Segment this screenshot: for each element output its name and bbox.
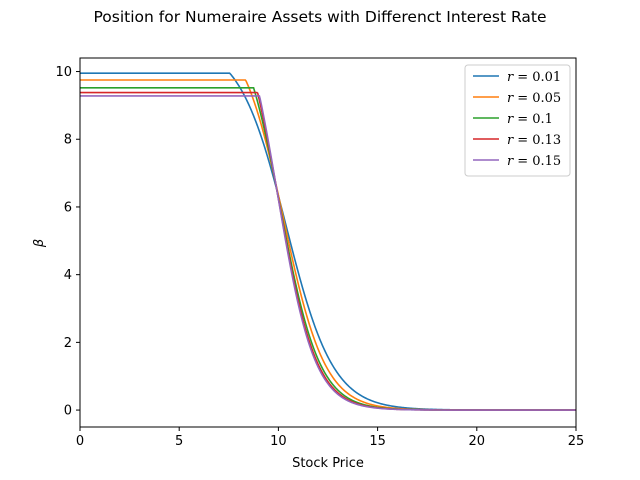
legend-var: r [507,133,514,148]
x-tick-label: 15 [369,434,386,449]
series-line-4 [80,95,576,411]
legend-entry: r = 0.1 [507,112,553,127]
legend-value: = 0.13 [517,133,561,148]
chart-title: Position for Numeraire Assets with Diffe… [94,8,547,26]
legend-entry: r = 0.05 [507,91,561,106]
plot-frame [79,57,577,428]
y-tick-label: 0 [64,404,72,419]
legend-value: = 0.05 [517,91,561,106]
legend: r = 0.01r = 0.05r = 0.1r = 0.13r = 0.15 [464,64,571,177]
legend-var: r [507,112,514,127]
legend-entry: r = 0.01 [507,70,561,85]
y-tick-label: 10 [55,65,72,80]
y-tick-label: 4 [64,268,72,283]
x-tick-label: 5 [175,434,183,449]
y-axis-ticks: 0 2 4 6 8 10 [55,65,80,419]
x-axis-ticks: 0 5 10 15 20 25 [76,427,584,449]
legend-value: = 0.01 [517,70,561,85]
legend-var: r [507,154,514,169]
x-tick-label: 25 [568,434,585,449]
legend-var: r [507,91,514,106]
x-tick-label: 20 [469,434,486,449]
legend-box [464,64,571,177]
y-tick-label: 8 [64,133,72,148]
y-tick-label: 6 [64,200,72,215]
legend-value: = 0.1 [517,112,553,127]
legend-value: = 0.15 [517,154,561,169]
legend-var: r [507,70,514,85]
plot-area [80,72,576,411]
y-tick-label: 2 [64,336,72,351]
legend-entry: r = 0.15 [507,154,561,169]
x-tick-label: 10 [270,434,287,449]
x-axis-label: Stock Price [292,456,364,471]
x-tick-label: 0 [76,434,84,449]
legend-entry: r = 0.13 [507,133,561,148]
y-axis-label: β [32,239,47,248]
